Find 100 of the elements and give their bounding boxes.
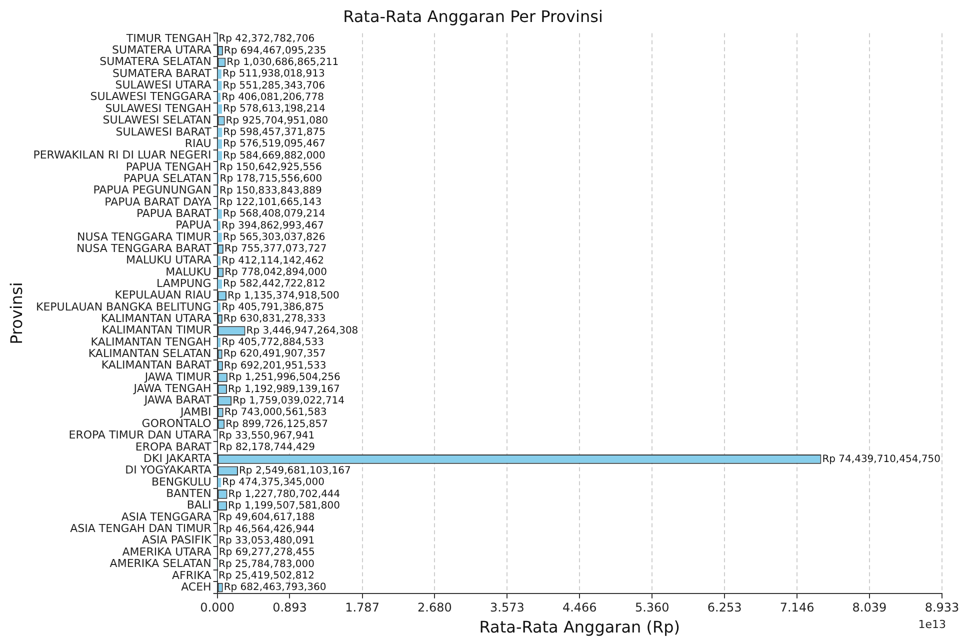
data-label: Rp 25,784,783,000: [218, 558, 315, 570]
data-label: Rp 74,439,710,454,750: [822, 454, 940, 465]
data-label: Rp 584,669,882,000: [223, 150, 326, 162]
y-tick-label: KALIMANTAN TENGAH: [90, 335, 212, 348]
x-axis-title: Rata-Rata Anggaran (Rp): [479, 618, 680, 637]
y-tick-label: PAPUA PEGUNUNGAN: [93, 184, 212, 197]
data-label: Rp 582,442,722,812: [223, 278, 326, 290]
y-tick-label: SULAWESI TENGGARA: [90, 90, 212, 104]
y-tick-label: AMERIKA SELATAN: [110, 557, 212, 570]
x-tick-label: 4.466: [562, 600, 597, 615]
y-tick-label: BENGKULU: [151, 475, 212, 488]
data-label: Rp 82,178,744,429: [218, 442, 315, 454]
data-label: Rp 692,201,951,533: [224, 360, 326, 372]
y-tick-label: PAPUA TENGAH: [126, 160, 212, 174]
data-label: Rp 743,000,561,583: [224, 407, 327, 418]
data-label: Rp 394,862,993,467: [222, 220, 324, 232]
data-label: Rp 150,642,925,556: [220, 162, 322, 174]
y-tick-label: MALUKU UTARA: [126, 254, 212, 267]
bar: [218, 139, 222, 149]
y-tick-label: PAPUA: [176, 218, 212, 232]
y-tick-label: JAMBI: [179, 405, 212, 418]
y-tick-label: KALIMANTAN BARAT: [101, 358, 212, 372]
data-label: Rp 42,372,782,706: [218, 34, 315, 45]
y-tick-label: ASIA TENGAH DAN TIMUR: [70, 522, 212, 536]
data-label: Rp 551,285,343,706: [222, 80, 326, 92]
x-tick-label: 3.573: [490, 600, 524, 615]
y-tick-label: PERWAKILAN RI DI LUAR NEGERI: [33, 148, 212, 162]
y-tick-label: JAWA TENGAH: [132, 382, 212, 396]
data-label: Rp 1,199,507,581,800: [228, 500, 340, 512]
y-tick-label: MALUKU: [166, 265, 212, 278]
bar: [218, 128, 222, 138]
y-tick-label: SULAWESI BARAT: [116, 125, 212, 138]
y-tick-label: ASIA PASIFIK: [142, 534, 212, 547]
y-tick-label: JAWA BARAT: [143, 394, 212, 407]
data-label: Rp 694,467,095,235: [224, 45, 326, 56]
y-tick-label: TIMUR TENGAH: [125, 32, 212, 45]
x-tick-label: 0.000: [200, 600, 234, 615]
y-tick-label: KALIMANTAN TIMUR: [102, 324, 212, 337]
data-label: Rp 511,938,018,913: [222, 68, 325, 80]
bar: [218, 151, 222, 160]
y-tick-label: SUMATERA SELATAN: [100, 55, 212, 68]
x-tick-label: 8.933: [924, 600, 960, 615]
y-tick-label: DKI JAKARTA: [144, 452, 212, 466]
y-tick-label: DI YOGYAKARTA: [125, 464, 212, 477]
data-label: Rp 405,772,884,533: [222, 337, 324, 348]
bar: [218, 81, 222, 90]
y-tick-label: EROPA BARAT: [135, 440, 212, 454]
y-tick-label: PAPUA BARAT: [136, 206, 212, 220]
data-label: Rp 406,081,206,778: [222, 92, 324, 103]
y-tick-label: EROPA TIMUR DAN UTARA: [68, 428, 212, 442]
y-tick-label: KEPULAUAN RIAU: [114, 288, 212, 302]
y-tick-label: NUSA TENGGARA TIMUR: [76, 230, 212, 244]
y-tick-label: BALI: [186, 498, 212, 512]
data-label: Rp 598,457,371,875: [223, 126, 326, 138]
data-label: Rp 568,408,079,214: [222, 208, 326, 220]
y-tick-label: SUMATERA BARAT: [112, 66, 212, 80]
data-label: Rp 1,030,686,865,211: [226, 56, 339, 68]
data-label: Rp 755,377,073,727: [224, 244, 327, 255]
data-label: Rp 1,192,989,139,167: [228, 384, 340, 395]
y-tick-label: AMERIKA UTARA: [122, 545, 212, 558]
data-label: Rp 405,791,386,875: [222, 302, 324, 314]
y-tick-label: AFRIKA: [172, 568, 212, 582]
data-label: Rp 778,042,894,000: [224, 267, 327, 278]
bar: [218, 209, 222, 219]
data-label: Rp 630,831,278,333: [223, 314, 326, 325]
data-label: Rp 1,227,780,702,444: [228, 488, 340, 500]
bar: [218, 92, 221, 102]
chart-title: Rata-Rata Anggaran Per Provinsi: [343, 6, 603, 26]
y-tick-label: NUSA TENGGARA BARAT: [76, 242, 212, 255]
x-tick-label: 8.039: [852, 600, 887, 615]
y-tick-label: PAPUA SELATAN: [124, 172, 212, 185]
y-tick-label: KALIMANTAN SELATAN: [88, 347, 212, 360]
y-axis-title: Provinsi: [6, 282, 26, 344]
data-label: Rp 565,303,037,826: [222, 232, 326, 244]
bar: [218, 256, 221, 266]
data-label: Rp 1,251,996,504,256: [228, 372, 340, 384]
data-label: Rp 925,704,951,080: [226, 115, 328, 126]
y-tick-label: JAWA TIMUR: [144, 370, 212, 384]
bar: [218, 232, 222, 242]
x-tick-label: 7.146: [780, 600, 814, 615]
data-label: Rp 2,549,681,103,167: [238, 465, 351, 476]
data-label: Rp 1,135,374,918,500: [228, 290, 340, 302]
data-label: Rp 620,491,907,357: [223, 348, 326, 360]
x-tick-label: 5.360: [634, 600, 670, 615]
data-label: Rp 682,463,793,360: [224, 582, 326, 594]
data-label: Rp 122,101,665,143: [219, 197, 322, 208]
y-tick-label: ASIA TENGGARA: [121, 510, 212, 524]
y-tick-label: SUMATERA UTARA: [112, 44, 212, 57]
data-label: Rp 25,419,502,812: [218, 570, 315, 582]
y-tick-label: LAMPUNG: [156, 276, 212, 290]
bar: [218, 279, 222, 289]
x-tick-label: 2.680: [418, 600, 452, 615]
data-label: Rp 899,726,125,857: [226, 418, 328, 430]
data-label: Rp 578,613,198,214: [222, 104, 326, 115]
data-label: Rp 3,446,947,264,308: [246, 325, 358, 336]
data-label: Rp 576,519,095,467: [222, 138, 326, 150]
data-label: Rp 49,604,617,188: [218, 512, 315, 524]
data-label: Rp 150,833,843,889: [220, 185, 322, 196]
y-tick-label: SULAWESI UTARA: [115, 78, 212, 92]
y-tick-label: SULAWESI SELATAN: [102, 114, 212, 127]
